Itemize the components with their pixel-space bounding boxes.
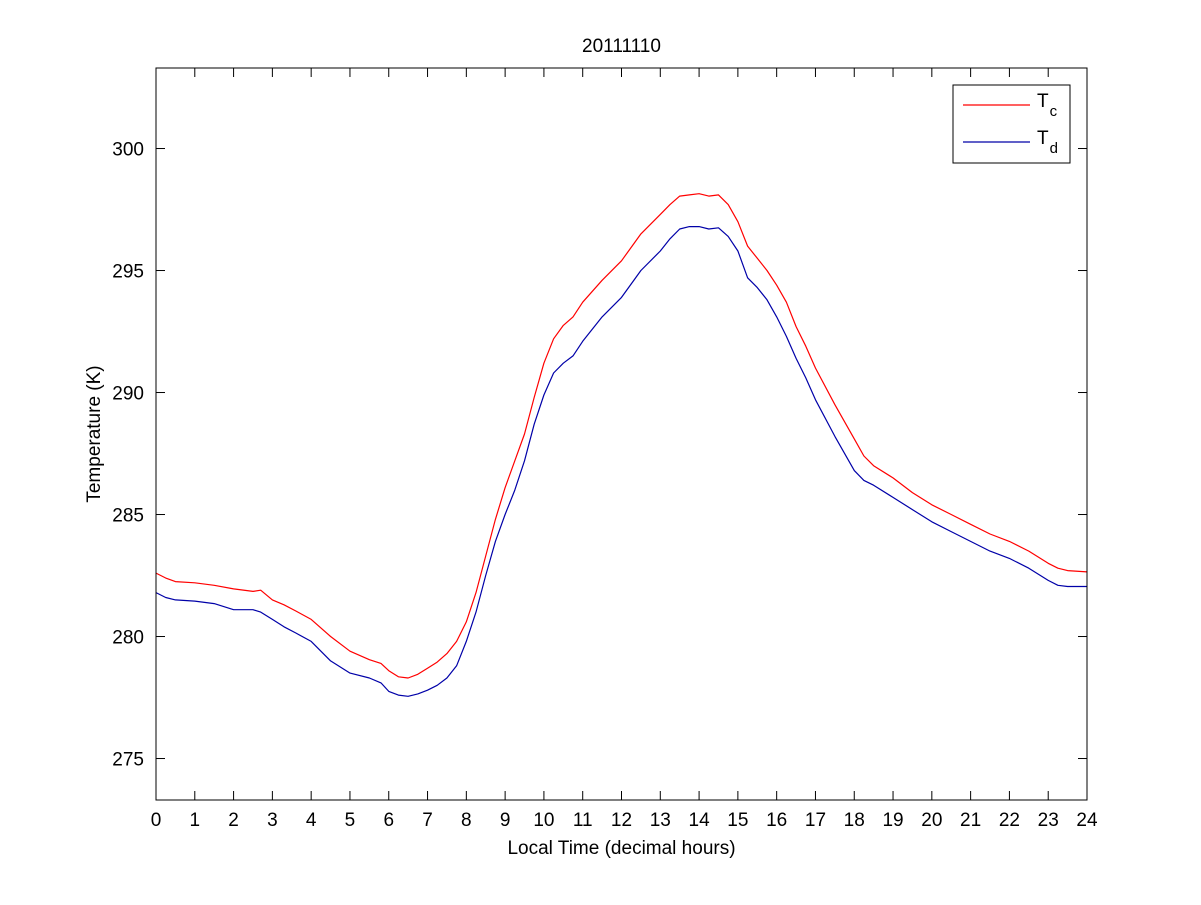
x-tick-label: 9	[500, 810, 511, 831]
x-tick-label: 21	[960, 810, 981, 831]
y-tick-label: 285	[112, 506, 144, 527]
x-tick-label: 1	[190, 810, 201, 831]
x-axis-label: Local Time (decimal hours)	[507, 838, 735, 859]
x-tick-label: 8	[461, 810, 472, 831]
chart-title: 20111110	[582, 36, 661, 57]
x-tick-label: 4	[306, 810, 317, 831]
x-tick-label: 7	[422, 810, 433, 831]
y-tick-label: 280	[112, 628, 144, 649]
y-tick-label: 295	[112, 262, 144, 283]
legend: Tc Td	[952, 84, 1071, 164]
legend-label-td: Td	[1037, 128, 1058, 157]
x-tick-label: 2	[228, 810, 239, 831]
x-tick-label: 20	[921, 810, 942, 831]
x-tick-label: 13	[650, 810, 671, 831]
y-tick-label: 275	[112, 750, 144, 771]
plot-background	[156, 68, 1087, 800]
x-tick-label: 10	[533, 810, 554, 831]
x-tick-label: 22	[999, 810, 1020, 831]
x-tick-label: 18	[844, 810, 865, 831]
x-tick-label: 0	[151, 810, 162, 831]
x-tick-label: 3	[267, 810, 278, 831]
x-tick-label: 24	[1076, 810, 1098, 831]
y-axis-label: Temperature (K)	[84, 365, 105, 502]
x-axis: 0 1 2 3 4 5 6 7 8 9 10 11 12 13 14 15 16 17 18 19 20 21 22 23 24	[151, 68, 1098, 831]
x-tick-label: 15	[727, 810, 748, 831]
series-line-td	[155, 226, 1087, 697]
x-tick-label: 12	[611, 810, 632, 831]
y-tick-label: 290	[112, 384, 144, 405]
series-layer	[155, 193, 1088, 697]
x-tick-label: 5	[345, 810, 356, 831]
y-tick-label: 300	[112, 140, 144, 161]
legend-label-tc: Tc	[1037, 91, 1058, 120]
x-tick-label: 14	[689, 810, 711, 831]
x-tick-label: 16	[766, 810, 787, 831]
x-tick-label: 6	[383, 810, 394, 831]
legend-box	[952, 84, 1071, 164]
x-tick-label: 17	[805, 810, 826, 831]
y-axis: 275 280 285 290 295 300	[112, 140, 1087, 771]
x-tick-label: 19	[882, 810, 903, 831]
x-tick-label: 11	[573, 810, 593, 831]
series-line-tc	[155, 193, 1088, 679]
x-tick-label: 23	[1038, 810, 1059, 831]
